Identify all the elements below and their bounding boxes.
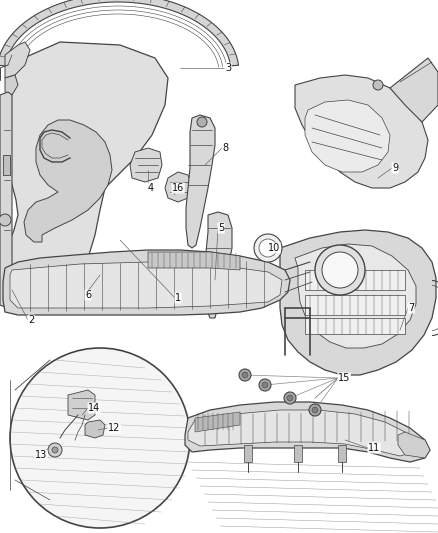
Polygon shape	[390, 58, 438, 122]
Text: 12: 12	[108, 423, 120, 433]
Circle shape	[239, 369, 251, 381]
Circle shape	[242, 372, 248, 378]
Text: 8: 8	[222, 143, 228, 153]
Polygon shape	[204, 212, 232, 318]
Polygon shape	[280, 230, 436, 375]
Text: 4: 4	[148, 183, 154, 193]
Polygon shape	[0, 92, 12, 308]
Polygon shape	[295, 75, 428, 188]
Polygon shape	[295, 244, 416, 348]
Polygon shape	[338, 445, 346, 462]
Polygon shape	[195, 412, 240, 432]
Text: 3: 3	[225, 63, 231, 73]
Text: 16: 16	[172, 183, 184, 193]
Circle shape	[373, 80, 383, 90]
Polygon shape	[305, 270, 405, 290]
Text: 6: 6	[85, 290, 91, 300]
Polygon shape	[305, 318, 405, 334]
Polygon shape	[0, 0, 239, 66]
Circle shape	[52, 447, 58, 453]
Circle shape	[262, 382, 268, 388]
Text: 15: 15	[338, 373, 350, 383]
Circle shape	[259, 239, 277, 257]
Circle shape	[284, 392, 296, 404]
Text: 5: 5	[218, 223, 224, 233]
Circle shape	[322, 252, 358, 288]
Circle shape	[259, 379, 271, 391]
Polygon shape	[188, 410, 418, 456]
Polygon shape	[5, 42, 30, 78]
Polygon shape	[185, 402, 430, 462]
Circle shape	[309, 404, 321, 416]
Circle shape	[315, 245, 365, 295]
Polygon shape	[165, 172, 192, 202]
Text: 11: 11	[368, 443, 380, 453]
Polygon shape	[305, 295, 405, 315]
Text: 9: 9	[392, 163, 398, 173]
Circle shape	[287, 395, 293, 401]
Text: 14: 14	[88, 403, 100, 413]
Polygon shape	[148, 252, 240, 270]
Polygon shape	[3, 155, 10, 175]
Circle shape	[312, 407, 318, 413]
Text: 1: 1	[175, 293, 181, 303]
Polygon shape	[5, 75, 18, 95]
Text: 10: 10	[268, 243, 280, 253]
Text: 2: 2	[28, 315, 34, 325]
Polygon shape	[10, 262, 282, 308]
Circle shape	[10, 348, 190, 528]
Text: 13: 13	[35, 450, 47, 460]
Polygon shape	[294, 445, 302, 462]
Text: 7: 7	[408, 303, 414, 313]
Polygon shape	[398, 432, 430, 458]
Polygon shape	[68, 390, 95, 420]
Circle shape	[48, 443, 62, 457]
Polygon shape	[305, 100, 390, 172]
Polygon shape	[130, 148, 162, 182]
Polygon shape	[3, 250, 290, 315]
Polygon shape	[85, 420, 105, 438]
Polygon shape	[2, 42, 168, 308]
Circle shape	[254, 234, 282, 262]
Polygon shape	[24, 120, 112, 242]
Polygon shape	[186, 115, 215, 248]
Circle shape	[0, 214, 11, 226]
Circle shape	[197, 117, 207, 127]
Polygon shape	[244, 445, 252, 462]
